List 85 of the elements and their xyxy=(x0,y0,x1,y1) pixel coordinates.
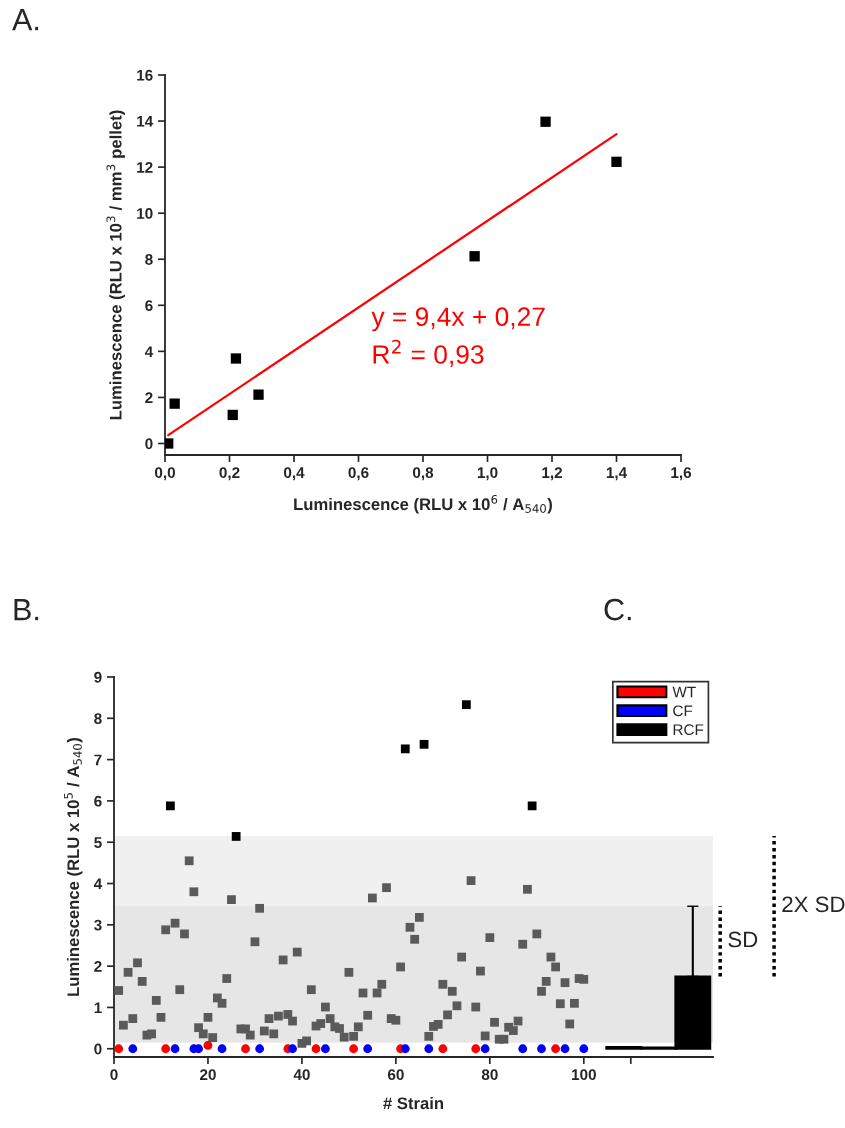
y-tick-label: 10 xyxy=(137,208,153,219)
chart-title: B. xyxy=(14,599,39,621)
point xyxy=(231,832,241,841)
point xyxy=(480,1044,490,1054)
point xyxy=(165,801,175,811)
y-tick-label: 4 xyxy=(144,346,154,357)
point xyxy=(400,1044,410,1054)
x-tick-label: 1,4 xyxy=(606,467,628,481)
point xyxy=(349,1044,358,1054)
chart-subtitle: C. xyxy=(604,598,631,621)
point xyxy=(471,1044,481,1054)
x-tick-label: 1,2 xyxy=(542,467,563,481)
y-tick-label: 4 xyxy=(93,878,103,890)
y-tick-label: 5 xyxy=(94,837,102,848)
y-tick-label: 0 xyxy=(145,438,153,450)
y-tick-label: 9 xyxy=(94,671,102,683)
point xyxy=(311,1044,321,1054)
point xyxy=(227,409,238,421)
y-tick-label: 8 xyxy=(145,254,153,265)
y-tick-label: 2 xyxy=(145,392,153,403)
x-tick-label: 0,6 xyxy=(348,467,369,481)
y-tick-label: 6 xyxy=(145,300,153,311)
x-tick-label: 1,6 xyxy=(671,467,692,481)
point xyxy=(461,700,471,710)
chart-title: A. xyxy=(12,9,39,31)
y-tick-label: 1 xyxy=(94,1002,102,1013)
legend-label: RCF xyxy=(673,724,704,736)
point xyxy=(551,1044,561,1054)
y-tick-label: 6 xyxy=(94,795,102,807)
text: SD xyxy=(728,931,758,948)
x-tick-label: 60 xyxy=(387,1069,404,1081)
x-tick-label: 0,2 xyxy=(219,467,240,481)
x-tick-label: 1,0 xyxy=(477,467,498,481)
point xyxy=(321,1044,330,1054)
y-tick-label: 0 xyxy=(94,1043,102,1055)
point xyxy=(170,1044,180,1054)
x-axis-title: # Strain xyxy=(383,1096,444,1110)
y-tick-label: 8 xyxy=(94,713,102,724)
annotation: R$^{2}$ = 0,93 xyxy=(373,339,484,367)
x-tick-label: 20 xyxy=(199,1069,216,1081)
x-tick-label: 100 xyxy=(572,1069,596,1081)
text: 2X SD xyxy=(782,896,845,913)
y-tick-label: 16 xyxy=(137,69,153,81)
point xyxy=(217,1044,227,1054)
point xyxy=(114,1044,124,1054)
point xyxy=(438,1044,448,1054)
y-tick-label: 12 xyxy=(137,161,153,173)
point xyxy=(203,1041,213,1050)
point xyxy=(469,251,480,262)
point xyxy=(560,1044,570,1054)
y-tick-label: 14 xyxy=(137,116,154,127)
annotation: y = 9,4x + 0,27 xyxy=(371,307,545,332)
y-axis-title: Luminescence (RLU x 10$^{3}$ / mm$^{3}$ pellet) xyxy=(106,110,125,420)
x-tick-label: 40 xyxy=(293,1069,310,1081)
y-axis-title: Luminescence (RLU x 10$^{5}$ / A$_{540}$) xyxy=(64,738,83,996)
x-tick-label: 0 xyxy=(110,1069,118,1081)
point xyxy=(611,156,622,167)
point xyxy=(128,1044,138,1054)
x-tick-label: 80 xyxy=(481,1069,498,1081)
point xyxy=(424,1044,434,1054)
y-tick-label: 2 xyxy=(94,961,102,972)
x-axis-title: Luminescence (RLU x 10$^{6}$ / A$_{540}$) xyxy=(294,494,552,514)
point xyxy=(253,389,264,400)
point xyxy=(230,353,242,364)
point xyxy=(579,1044,589,1054)
point xyxy=(165,438,174,449)
point xyxy=(518,1044,528,1054)
x-tick-label: 0,8 xyxy=(412,467,434,481)
y-tick-label: 7 xyxy=(94,754,102,766)
x-tick-label: 0,4 xyxy=(283,467,305,481)
point xyxy=(537,1044,546,1054)
y-tick-label: 3 xyxy=(94,919,102,931)
point xyxy=(255,1044,265,1054)
point xyxy=(540,116,551,127)
x-tick-label: 0,0 xyxy=(154,467,175,481)
point xyxy=(419,739,429,749)
point xyxy=(288,1044,297,1054)
point xyxy=(363,1044,373,1054)
point xyxy=(400,744,410,754)
point xyxy=(169,398,180,409)
point xyxy=(527,801,537,811)
legend-label: CF xyxy=(673,705,693,717)
point xyxy=(241,1044,250,1054)
legend-label: WT xyxy=(672,686,696,698)
point xyxy=(161,1044,171,1054)
